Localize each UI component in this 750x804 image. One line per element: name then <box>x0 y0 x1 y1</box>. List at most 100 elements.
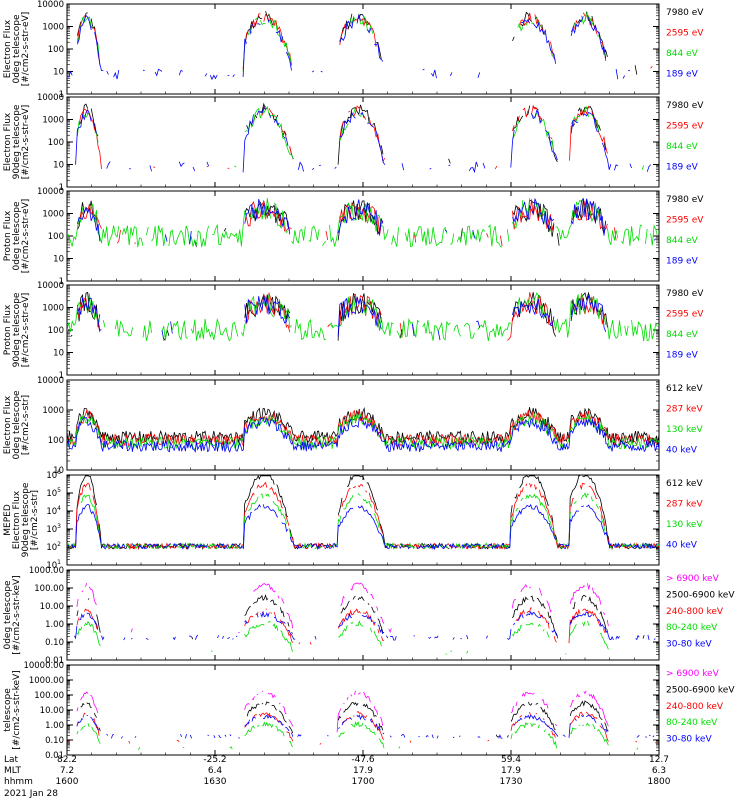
y-tick-label: 1000.00 <box>29 566 64 576</box>
series-line <box>79 106 614 169</box>
y-tick-label: 1 <box>59 183 64 193</box>
series-line <box>77 13 655 69</box>
y-tick-exponent: 6 <box>57 469 61 476</box>
y-tick-label: 100.00 <box>34 691 64 701</box>
y-axis-label: 90deg telescope <box>12 292 22 367</box>
series-line <box>77 197 657 245</box>
y-tick-label: 103 <box>46 523 61 535</box>
y-axis-label: telescope <box>3 688 13 732</box>
y-tick-label: 10 <box>53 349 64 359</box>
legend-entry: 7980 eV <box>666 101 704 111</box>
y-tick-label: 0.10 <box>45 736 64 746</box>
y-axis-label: [#/cm2-s-str] <box>21 395 31 455</box>
legend-entry: 189 eV <box>666 351 699 361</box>
x-row-label: Lat <box>4 755 19 765</box>
y-tick-label: 10000 <box>37 93 64 103</box>
series-line <box>67 416 659 453</box>
series-line <box>77 105 645 171</box>
series-line <box>77 608 648 646</box>
y-axis-label: [#/cm2-s-str-eV] <box>21 199 31 274</box>
y-axis-label: 90deg telescope <box>21 482 31 557</box>
legend-entry: 612 keV <box>666 479 703 489</box>
y-axis-label: Electron Flux <box>12 490 22 549</box>
x-tick-label: 1630 <box>204 777 227 787</box>
legend-entry: 7980 eV <box>666 195 704 205</box>
y-tick-label: 1000 <box>42 23 64 33</box>
legend-entry: 612 keV <box>666 384 703 394</box>
x-tick-label: -25.2 <box>203 755 226 765</box>
legend-entry: 2595 eV <box>666 29 704 39</box>
y-axis-label: [#/cm2-s-str-keV] <box>12 575 22 654</box>
series-line <box>77 595 655 639</box>
legend-entry: 287 keV <box>666 500 703 510</box>
x-tick-label: 1600 <box>56 777 79 787</box>
panel-5: 10 100 1000 10000 Electron Flux 0deg telescop… <box>3 376 703 476</box>
y-tick-label: 100.00 <box>34 584 64 594</box>
x-tick-label: 1730 <box>500 777 523 787</box>
y-tick-label: 1 <box>59 371 64 381</box>
y-axis-label: 0deg telescope <box>12 201 22 271</box>
x-tick-label: 1700 <box>352 777 375 787</box>
y-tick-label: 10000.00 <box>23 661 64 671</box>
y-tick-label: 0.01 <box>45 751 64 761</box>
y-tick-label: 100 <box>48 326 64 336</box>
y-axis-label: 0deg telescope <box>12 390 22 460</box>
legend-entry: 80-240 keV <box>666 718 718 728</box>
y-tick-label: 0.10 <box>45 638 64 648</box>
legend-entry: 2595 eV <box>666 122 704 132</box>
y-axis-label: [#/cm2-s-str-eV] <box>21 12 31 87</box>
y-tick-label: 105 <box>46 487 61 499</box>
y-tick-label: 1000 <box>42 406 64 416</box>
x-tick-label: 6.4 <box>208 766 223 776</box>
panel-data <box>67 691 656 750</box>
y-tick-label: 10 <box>53 68 64 78</box>
y-tick-label: 100 <box>48 436 64 446</box>
x-tick-label: 1800 <box>648 777 671 787</box>
panel-8: 0.01 0.10 1.00 10.00 100.00 1000.00 10000.00 te… <box>3 661 735 761</box>
y-tick-label: 10000 <box>37 376 64 386</box>
series-line <box>81 701 642 737</box>
legend-entry: 2500-6900 keV <box>666 590 735 600</box>
panel-7: 0.01 0.10 1.00 10.00 100.00 1000.00 0deg teles… <box>3 566 735 666</box>
y-tick-label: 10 <box>53 466 64 476</box>
series-line <box>74 612 659 640</box>
panel-frame <box>66 664 660 756</box>
legend-entry: 130 keV <box>666 425 703 435</box>
legend-entry: 130 keV <box>666 520 703 530</box>
panel-data <box>67 407 659 453</box>
legend-entry: 2500-6900 keV <box>666 685 735 695</box>
series-line <box>76 620 609 655</box>
panel-data <box>76 104 658 172</box>
y-tick-label: 10 <box>53 161 64 171</box>
legend-entry: 844 eV <box>666 236 699 246</box>
legend-entry: 240-800 keV <box>666 702 724 712</box>
y-tick-label: 100 <box>48 138 64 148</box>
y-tick-label: 106 <box>46 469 61 481</box>
y-axis-label: Electron Flux <box>3 19 13 78</box>
x-tick-label: 17.9 <box>353 766 373 776</box>
legend-entry: 189 eV <box>666 163 699 173</box>
x-tick-label: 82.2 <box>57 755 77 765</box>
series-line <box>76 714 655 739</box>
x-tick-label: 59.4 <box>501 755 521 765</box>
y-tick-exponent: 5 <box>57 487 61 494</box>
x-row-label: hhmm <box>4 777 33 787</box>
y-tick-exponent: 1 <box>57 559 61 566</box>
y-tick-label: 100 <box>48 232 64 242</box>
legend-entry: 240-800 keV <box>666 607 724 617</box>
legend-entry: > 6900 keV <box>666 669 720 679</box>
panel-1: 1 10 100 1000 10000 Electron Flux 0deg telesco… <box>3 0 704 100</box>
y-axis-label: Electron Flux <box>3 395 13 454</box>
legend-entry: 7980 eV <box>666 289 704 299</box>
y-axis-label: 0deg telescope <box>3 580 13 650</box>
series-line <box>79 104 656 165</box>
y-axis-label: [#/cm2-s-str-eV] <box>21 293 31 368</box>
series-line <box>77 13 638 76</box>
series-line <box>77 199 638 247</box>
series-line <box>67 407 659 445</box>
y-axis-label: MEPED <box>3 504 13 536</box>
